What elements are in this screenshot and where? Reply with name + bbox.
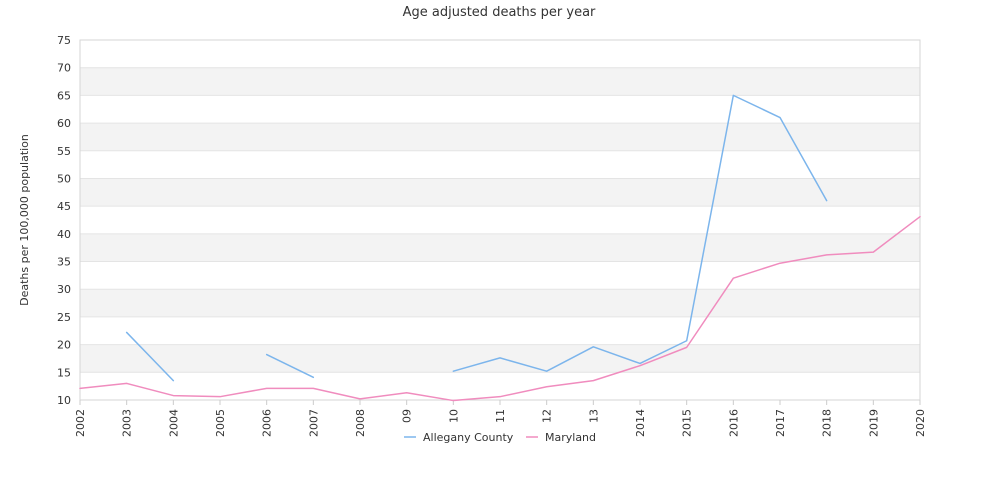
legend: Allegany County Maryland xyxy=(404,431,596,444)
series-layer xyxy=(79,94,921,402)
y-tick-label: 75 xyxy=(57,34,71,47)
x-tick-label: 2004 xyxy=(167,409,180,437)
series-line-segment xyxy=(79,215,921,402)
x-tick-label: 2007 xyxy=(307,409,320,437)
legend-label: Allegany County xyxy=(423,431,514,444)
legend-item[interactable]: Maryland xyxy=(526,431,596,444)
x-tick-label: 2005 xyxy=(214,409,227,437)
x-tick-label: 2017 xyxy=(774,409,787,437)
y-tick-label: 60 xyxy=(57,117,71,130)
plot-band xyxy=(80,233,920,262)
y-tick-label: 20 xyxy=(57,339,71,352)
y-tick-label: 65 xyxy=(57,89,71,102)
plot-band xyxy=(80,289,920,317)
y-tick-label: 55 xyxy=(57,145,71,158)
x-tick-label: 09 xyxy=(401,409,414,423)
x-tick-label: 2019 xyxy=(867,409,880,437)
plot-band xyxy=(80,316,920,345)
x-tick-label: 2003 xyxy=(121,409,134,437)
series-maryland xyxy=(79,215,921,402)
x-tick-label: 2006 xyxy=(261,409,274,437)
y-tick-label: 35 xyxy=(57,256,71,269)
x-tick-label: 11 xyxy=(494,409,507,423)
y-tick-label: 50 xyxy=(57,172,71,185)
gridlines xyxy=(80,39,920,401)
x-tick-label: 2018 xyxy=(821,409,834,437)
plot-bands xyxy=(80,40,920,400)
series-line-segment xyxy=(265,353,315,379)
y-axis-label: Deaths per 100,000 population xyxy=(18,134,31,306)
y-tick-label: 25 xyxy=(57,311,71,324)
x-tick-label: 12 xyxy=(541,409,554,423)
x-axis-ticks: 2002 2003 2004 2005 2006 2007 2008 09 10 11 12 13 20… xyxy=(74,400,927,437)
plot-band xyxy=(80,178,920,207)
x-tick-label: 2015 xyxy=(681,409,694,437)
y-tick-label: 70 xyxy=(57,62,71,75)
plot-band xyxy=(80,123,920,151)
y-tick-label: 15 xyxy=(57,366,71,379)
chart-title: Age adjusted deaths per year xyxy=(403,5,596,20)
x-tick-label: 13 xyxy=(587,409,600,423)
plot-band xyxy=(80,40,920,68)
series-allegany-county xyxy=(125,94,828,382)
x-tick-label: 2014 xyxy=(634,409,647,437)
x-tick-label: 2020 xyxy=(914,409,927,437)
series-line-segment xyxy=(452,94,828,372)
plot-band xyxy=(80,95,920,124)
x-tick-label: 2008 xyxy=(354,409,367,437)
legend-label: Maryland xyxy=(545,431,596,444)
x-tick-label: 2016 xyxy=(727,409,740,437)
plot-band xyxy=(80,206,920,234)
y-tick-label: 10 xyxy=(57,394,71,407)
y-tick-label: 30 xyxy=(57,283,71,296)
x-tick-label: 2002 xyxy=(74,409,87,437)
plot-band xyxy=(80,150,920,179)
plot-band xyxy=(80,372,920,400)
x-tick-label: 10 xyxy=(447,409,460,423)
series-line-segment xyxy=(125,331,175,382)
y-tick-label: 40 xyxy=(57,228,71,241)
y-tick-label: 45 xyxy=(57,200,71,213)
legend-item[interactable]: Allegany County xyxy=(404,431,514,444)
plot-band xyxy=(80,261,920,290)
y-axis-ticks: 10 15 20 25 30 35 40 45 50 55 60 65 70 75 xyxy=(57,34,71,407)
plot-band xyxy=(80,67,920,96)
